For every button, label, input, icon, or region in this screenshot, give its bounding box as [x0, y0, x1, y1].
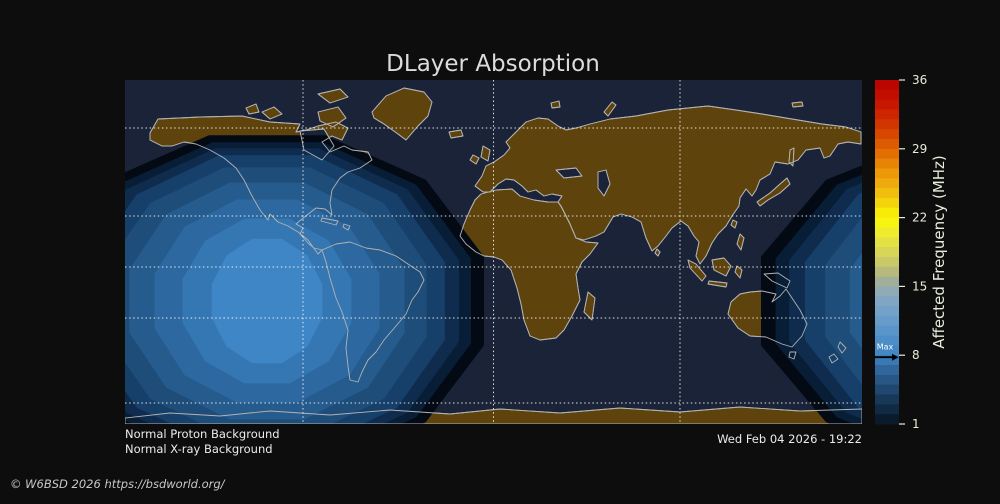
colorbar-segment — [875, 90, 899, 100]
colorbar-segment — [875, 385, 899, 395]
colorbar-segment — [875, 414, 899, 424]
max-marker-label: Max — [877, 343, 894, 352]
colorbar-segment — [875, 277, 899, 287]
colorbar-segment — [875, 188, 899, 198]
colorbar-segment — [875, 139, 899, 149]
colorbar-tick-label: 36 — [912, 73, 927, 87]
colorbar-segment — [875, 159, 899, 169]
absorption-ring — [212, 239, 323, 364]
colorbar-tick-label: 8 — [912, 348, 920, 362]
colorbar-segment — [875, 365, 899, 375]
colorbar-segment — [875, 267, 899, 277]
colorbar-segment — [875, 178, 899, 188]
colorbar — [875, 80, 899, 425]
colorbar-segment — [875, 257, 899, 267]
colorbar-ticks: 36 29 22 15 8 1 — [899, 73, 927, 431]
world-map — [50, 80, 1000, 467]
colorbar-segment — [875, 80, 899, 90]
colorbar-segment — [875, 395, 899, 405]
colorbar-segment — [875, 119, 899, 129]
colorbar-segment — [875, 286, 899, 296]
colorbar-segment — [875, 100, 899, 110]
colorbar-segment — [875, 237, 899, 247]
page-title: DLayer Absorption — [386, 51, 600, 77]
colorbar-tick-label: 15 — [912, 279, 927, 293]
colorbar-segment — [875, 109, 899, 119]
colorbar-tick-label: 29 — [912, 142, 927, 156]
absorption-ring-wrapped — [942, 239, 1000, 364]
colorbar-segment — [875, 149, 899, 159]
colorbar-segment — [875, 306, 899, 316]
colorbar-segment — [875, 168, 899, 178]
colorbar-segment — [875, 218, 899, 228]
colorbar-segment — [875, 296, 899, 306]
colorbar-segment — [875, 404, 899, 414]
colorbar-segment — [875, 326, 899, 336]
colorbar-segment — [875, 375, 899, 385]
timestamp: Wed Feb 04 2026 - 19:22 — [717, 432, 862, 446]
proton-background-status: Normal Proton Background — [125, 427, 280, 441]
colorbar-segment — [875, 208, 899, 218]
colorbar-segment — [875, 198, 899, 208]
colorbar-segment — [875, 247, 899, 257]
absorption-ring-wrapped — [910, 219, 1000, 384]
colorbar-tick-label: 1 — [912, 417, 920, 431]
colorbar-segment — [875, 129, 899, 139]
colorbar-segment — [875, 227, 899, 237]
xray-background-status: Normal X-ray Background — [125, 442, 273, 456]
colorbar-axis-label: Affected Frequency (MHz) — [930, 155, 948, 349]
colorbar-tick-label: 22 — [912, 211, 927, 225]
colorbar-segment — [875, 316, 899, 326]
copyright-notice: © W6BSD 2026 https://bsdworld.org/ — [10, 477, 226, 491]
